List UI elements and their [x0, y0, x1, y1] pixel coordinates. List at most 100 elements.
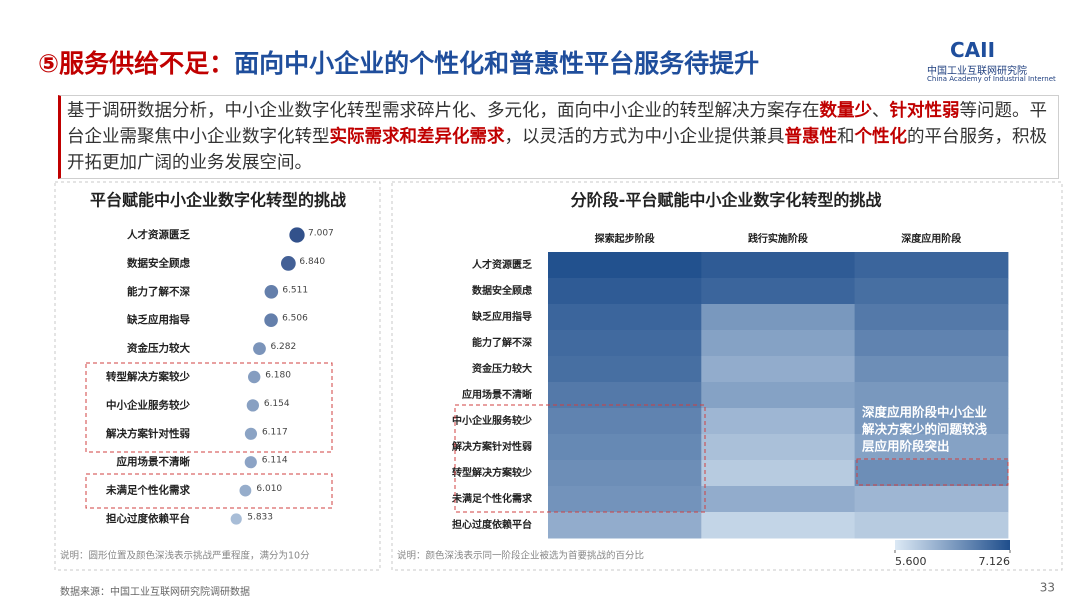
value-label: 6.180: [265, 371, 291, 381]
heat-cell: [701, 408, 856, 435]
dot: [281, 256, 296, 271]
heat-cell: [548, 460, 702, 487]
heat-cell: [701, 278, 856, 305]
annotation: 解决方案少的问题较浅: [862, 422, 988, 437]
heat-cell: [854, 278, 1009, 305]
intro-run: 和: [837, 127, 855, 147]
value-label: 5.833: [247, 513, 273, 523]
title-prefix: ⑤服务供给不足：: [38, 49, 235, 78]
logo: CAII: [950, 38, 996, 62]
logo-en: China Academy of Industrial Internet: [927, 75, 1056, 83]
highlight-box: [454, 404, 706, 513]
colorbar-label: 7.126: [979, 555, 1011, 568]
heat-cell: [548, 408, 702, 435]
column-label: 深度应用阶段: [901, 232, 961, 245]
heat-cell: [548, 252, 702, 279]
heat-cell: [701, 512, 856, 539]
heat-cell: [548, 512, 702, 539]
source: 数据来源：中国工业互联网研究院调研数据: [60, 585, 250, 598]
heat-cell: [701, 330, 856, 357]
annotation: 深度应用阶段中小企业: [862, 405, 988, 420]
heat-cell: [854, 356, 1009, 383]
intro-run: 针对性弱: [889, 101, 960, 121]
logo-cn: 中国工业互联网研究院: [927, 66, 1027, 77]
dot: [264, 285, 279, 299]
heat-cell: [548, 486, 702, 513]
value-label: 6.506: [282, 314, 308, 324]
note: 说明：圆形位置及颜色深浅表示挑战严重程度，满分为10分: [60, 550, 310, 562]
heat-cell: [854, 434, 1009, 461]
heat-cell: [548, 434, 702, 461]
heat-cell: [854, 486, 1009, 513]
heat-cell: [701, 382, 856, 409]
highlight-box: [85, 362, 333, 453]
heat-cell: [854, 304, 1009, 331]
dot: [230, 513, 242, 525]
heat-cell: [548, 356, 702, 383]
row-label: 数据安全顾虑: [472, 284, 532, 297]
category-label: 资金压力较大: [127, 342, 190, 355]
value-label: 6.010: [256, 484, 282, 494]
intro-run: 个性化: [854, 127, 908, 147]
heat-cell: [701, 356, 856, 383]
intro-run: 的平台服务，积极开拓更加广阔的业务发展空间。: [67, 127, 1047, 173]
value-label: 7.007: [308, 229, 334, 239]
dot: [246, 399, 260, 412]
column-label: 探索起步阶段: [595, 232, 655, 245]
dot: [239, 484, 252, 497]
row-label: 转型解决方案较少: [452, 466, 532, 479]
value-label: 6.282: [270, 342, 296, 352]
chart-title: 分阶段-平台赋能中小企业数字化转型的挑战: [571, 191, 882, 210]
panel: [54, 181, 381, 571]
heat-cell: [548, 278, 702, 305]
value-label: 6.117: [262, 427, 288, 437]
heat-cell: [701, 304, 856, 331]
panel: [391, 181, 1063, 571]
dot: [244, 456, 257, 469]
category-label: 数据安全顾虑: [126, 256, 190, 269]
page-number: 33: [1040, 581, 1055, 595]
intro-text: 基于调研数据分析，中小企业数字化转型需求碎片化、多元化，面向中小企业的转型解决方…: [58, 95, 1059, 179]
row-label: 人才资源匮乏: [472, 258, 532, 271]
category-label: 缺乏应用指导: [126, 313, 190, 326]
intro-run: 实际需求和差异化需求: [329, 127, 505, 147]
dot: [264, 313, 278, 327]
category-label: 中小企业服务较少: [106, 398, 190, 411]
row-label: 资金压力较大: [472, 362, 532, 375]
highlight-box: [856, 458, 1009, 486]
row-label: 未满足个性化需求: [451, 492, 533, 505]
heat-cell: [548, 382, 702, 409]
heat-cell: [854, 460, 1009, 487]
dot: [248, 370, 261, 384]
value-label: 6.154: [264, 399, 290, 409]
row-label: 应用场景不清晰: [462, 388, 532, 401]
chart-title: 平台赋能中小企业数字化转型的挑战: [90, 191, 346, 210]
colorbar-label: 5.600: [895, 555, 927, 568]
heat-cell: [854, 252, 1009, 279]
column-label: 践行实施阶段: [748, 232, 808, 245]
heat-cell: [854, 330, 1009, 357]
dot: [244, 427, 258, 440]
title-main: 面向中小企业的个性化和普惠性平台服务待提升: [234, 49, 760, 78]
highlight-box: [85, 473, 333, 509]
intro-run: 基于调研数据分析，中小企业数字化转型需求碎片化、多元化，面向中小企业的转型解决方…: [67, 101, 820, 121]
row-label: 能力了解不深: [472, 336, 532, 349]
row-label: 解决方案针对性弱: [452, 440, 532, 453]
category-label: 解决方案针对性弱: [105, 427, 190, 440]
value-label: 6.511: [282, 285, 308, 295]
category-label: 未满足个性化需求: [105, 484, 190, 497]
heat-cell: [701, 460, 856, 487]
dot: [289, 227, 305, 243]
heat-cell: [854, 512, 1009, 539]
dot: [253, 342, 266, 355]
category-label: 担心过度依赖平台: [106, 512, 190, 525]
heat-cell: [548, 304, 702, 331]
heat-cell: [701, 486, 856, 513]
value-label: 6.114: [262, 456, 288, 466]
annotation: 层应用阶段突出: [862, 439, 950, 454]
heat-cell: [854, 382, 1009, 409]
colorbar: [895, 540, 1010, 550]
row-label: 中小企业服务较少: [452, 414, 532, 427]
